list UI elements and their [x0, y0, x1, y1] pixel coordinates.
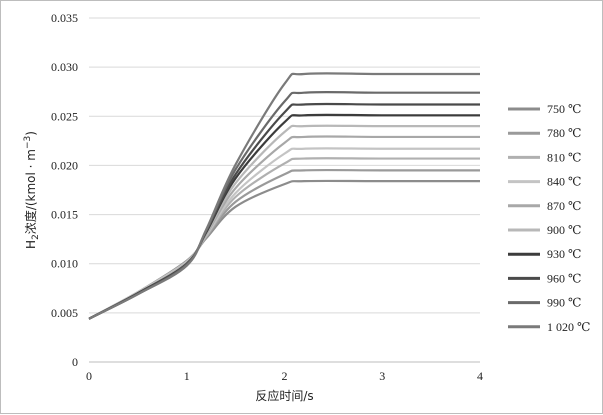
series-line [88, 157, 480, 320]
y-tick-labels: 0 0.005 0.010 0.015 0.020 0.025 0.030 0.035 [51, 11, 78, 369]
legend-label: 750 ℃ [547, 102, 581, 116]
y-tick-label: 0.015 [51, 208, 78, 222]
legend-label: 960 ℃ [547, 271, 581, 285]
y-tick-label: 0.030 [51, 60, 78, 74]
legend-label: 900 ℃ [547, 223, 581, 237]
y-tick-label: 0.005 [51, 306, 78, 320]
series-line [88, 179, 480, 320]
legend-label: 1 020 ℃ [547, 320, 590, 334]
y-tick-label: 0.010 [51, 257, 78, 271]
y-tick-label: 0.020 [51, 158, 78, 172]
legend-label: 780 ℃ [547, 126, 581, 140]
y-label-end: ) [24, 131, 38, 136]
legend-label: 930 ℃ [547, 247, 581, 261]
y-label-sub: 2 [31, 234, 41, 240]
y-label-h: H [24, 240, 38, 249]
legend-label: 990 ℃ [547, 296, 581, 310]
x-tick-labels: 0 1 2 3 4 [86, 369, 483, 383]
x-tick-label: 1 [184, 369, 190, 383]
legend-label: 870 ℃ [547, 199, 581, 213]
y-tick-label: 0.025 [51, 109, 78, 123]
legend-label: 840 ℃ [547, 175, 581, 189]
series-line [88, 72, 480, 320]
y-axis-label: H2浓度/(kmol · m−3) [23, 131, 41, 249]
x-tick-label: 2 [282, 369, 288, 383]
x-tick-label: 0 [86, 369, 92, 383]
grid-lines [89, 17, 480, 314]
legend: 750 ℃ 780 ℃ 810 ℃ 840 ℃ 870 ℃ 900 ℃ 930 ℃ 960 ℃… [508, 102, 590, 334]
y-tick-label: 0 [72, 355, 78, 369]
x-tick-label: 4 [477, 369, 483, 383]
series-line [88, 168, 480, 320]
y-tick-label: 0.035 [51, 11, 78, 25]
x-tick-label: 3 [379, 369, 385, 383]
series-lines [88, 72, 480, 320]
y-label-sup: −3 [23, 136, 33, 149]
legend-label: 810 ℃ [547, 150, 581, 164]
y-label-rest: 浓度/(kmol · m [23, 149, 38, 234]
x-axis-label: 反应时间/s [255, 388, 313, 403]
